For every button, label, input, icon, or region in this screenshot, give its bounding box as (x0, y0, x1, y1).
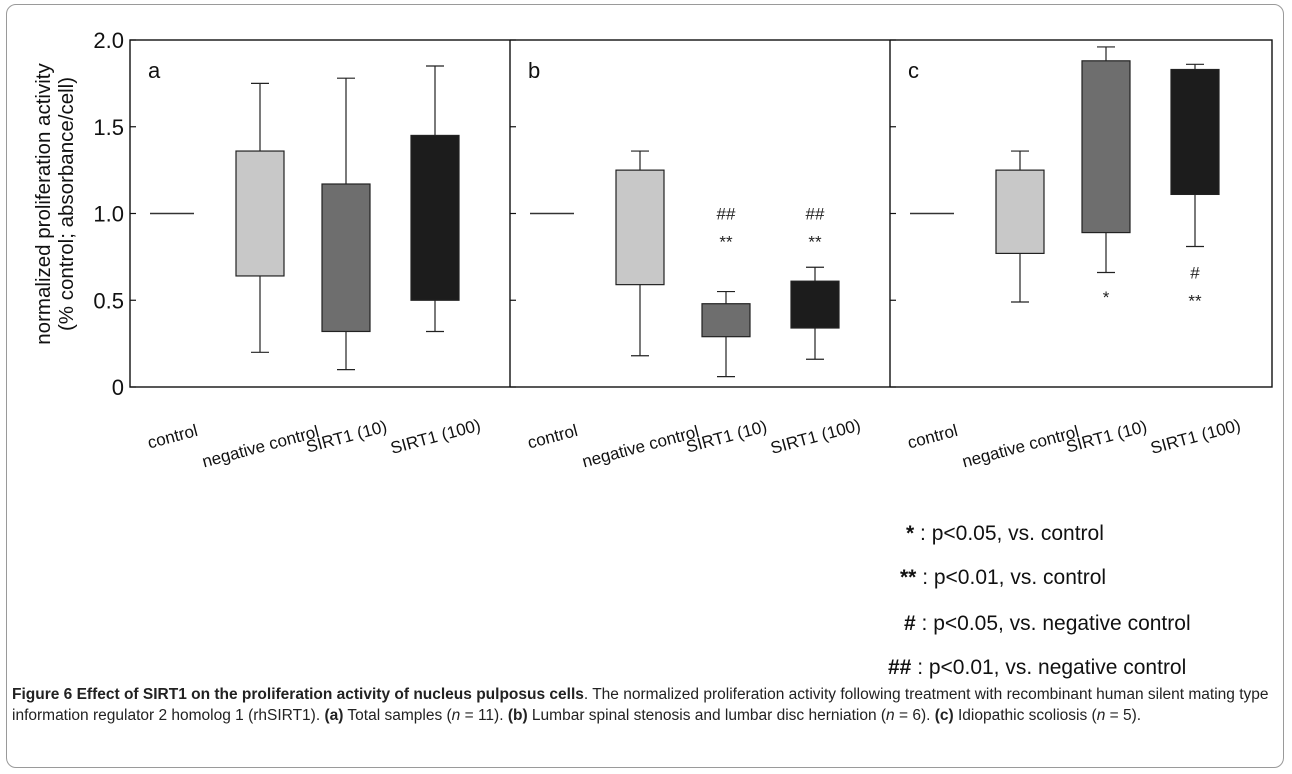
figure-frame (6, 4, 1284, 768)
significance-mark: ** (1188, 291, 1202, 310)
legend-text: : p<0.05, vs. negative control (915, 612, 1191, 635)
caption-text: Lumbar spinal stenosis and lumbar disc h… (527, 707, 887, 724)
legend-text: : p<0.05, vs. control (914, 522, 1104, 545)
x-tick-label: SIRT1 (10) (684, 417, 769, 457)
y-axis-label: (% control; absorbance/cell) (55, 77, 78, 331)
y-tick-label: 1.5 (93, 115, 124, 140)
y-tick-label: 1.0 (93, 202, 124, 227)
box (1170, 68, 1220, 196)
box (321, 183, 371, 333)
box (701, 303, 751, 338)
caption-text: Idiopathic scoliosis ( (953, 707, 1097, 724)
caption-label-b: (b) (507, 707, 528, 724)
box (615, 169, 665, 286)
x-tick-label: control (525, 421, 579, 453)
caption-label-c: (c) (934, 707, 954, 724)
x-tick-label: control (905, 421, 959, 453)
significance-mark: ** (808, 232, 822, 251)
box (410, 134, 460, 301)
y-tick-label: 2.0 (93, 28, 124, 53)
x-tick-label: negative control (580, 422, 701, 471)
legend-symbol: ** (900, 566, 917, 589)
caption-n: n (451, 707, 461, 724)
caption-text: = 6). (894, 707, 935, 724)
caption-label-a: (a) (324, 707, 344, 724)
legend-symbol: # (904, 612, 916, 635)
caption-n: n (886, 707, 895, 724)
x-tick-label: control (145, 421, 199, 453)
legend-text: : p<0.01, vs. control (916, 566, 1107, 589)
legend-text: : p<0.01, vs. negative control (911, 656, 1187, 679)
x-tick-label: negative control (960, 422, 1081, 471)
significance-mark: # (1190, 263, 1200, 282)
x-tick-label: SIRT1 (10) (1064, 417, 1149, 457)
significance-mark: ## (806, 205, 825, 224)
box (1081, 60, 1131, 234)
legend-item: * : p<0.05, vs. control (906, 522, 1104, 546)
y-tick-label: 0.5 (93, 288, 124, 313)
box (790, 280, 840, 329)
legend-symbol: ## (888, 656, 912, 679)
caption-text: = 5). (1105, 707, 1142, 724)
caption-n: n (1096, 707, 1106, 724)
significance-mark: ## (717, 205, 736, 224)
y-tick-label: 0 (112, 375, 124, 400)
box (995, 169, 1045, 255)
significance-mark: ** (719, 232, 733, 251)
box (235, 150, 285, 277)
legend-item: ** : p<0.01, vs. control (900, 566, 1106, 590)
caption-text: . The normalized proliferation activity … (12, 686, 1269, 724)
y-axis-label: normalized proliferation activity (32, 63, 55, 345)
caption-text: = 11). (460, 707, 508, 724)
legend-item: # : p<0.05, vs. negative control (904, 612, 1191, 636)
caption-title: Figure 6 Effect of SIRT1 on the prolifer… (12, 686, 584, 703)
panel-label: a (148, 58, 161, 83)
x-tick-label: SIRT1 (100) (769, 416, 863, 458)
caption-text: Total samples ( (343, 707, 452, 724)
x-tick-label: negative control (200, 422, 321, 471)
x-tick-label: SIRT1 (100) (389, 416, 483, 458)
panel-label: c (908, 58, 919, 83)
legend-item: ## : p<0.01, vs. negative control (888, 656, 1186, 680)
x-tick-label: SIRT1 (100) (1149, 416, 1243, 458)
significance-mark: * (1103, 288, 1110, 307)
box-plot-chart: 0 0.5 1.0 1.5 2.0 normalized proliferation ac… (32, 28, 1273, 471)
legend-symbol: * (906, 522, 915, 545)
panel-label: b (528, 58, 540, 83)
x-tick-label: SIRT1 (10) (304, 417, 389, 457)
figure-caption: Figure 6 Effect of SIRT1 on the prolifer… (12, 684, 1280, 726)
